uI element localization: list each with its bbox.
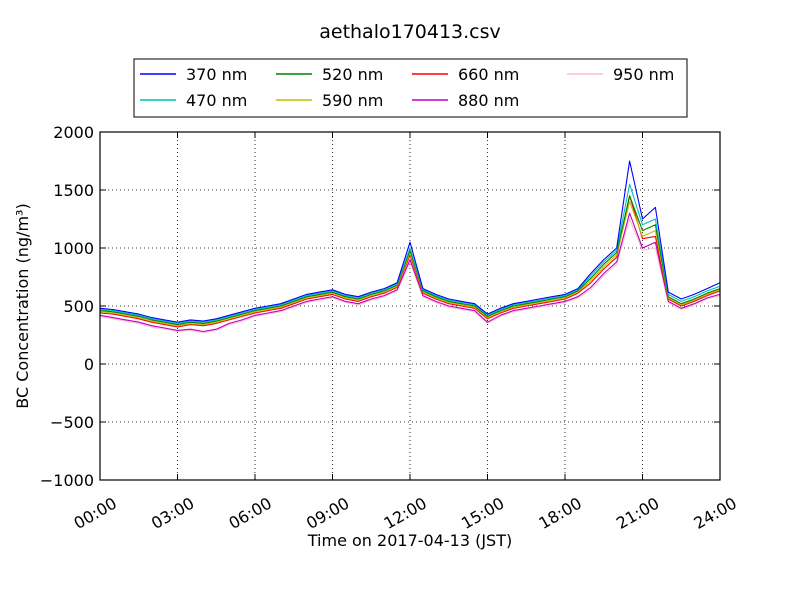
series-line-590-nm xyxy=(99,201,721,327)
series-line-370-nm xyxy=(99,160,721,323)
legend-label: 660 nm xyxy=(458,65,519,84)
legend-label: 880 nm xyxy=(458,91,519,110)
x-tick-label: 06:00 xyxy=(226,493,275,533)
legend-label: 590 nm xyxy=(322,91,383,110)
legend-box xyxy=(133,58,688,118)
legend: 370 nm 470 nm 520 nm 590 nm 660 nm 880 nm 950 … xyxy=(133,58,688,118)
y-tick-label: −1000 xyxy=(40,471,94,490)
x-tick-label: 24:00 xyxy=(691,493,740,533)
x-tick-label: 18:00 xyxy=(536,493,585,533)
series-line-660-nm xyxy=(99,195,721,328)
series-line-470-nm xyxy=(99,183,721,324)
y-tick-label: −500 xyxy=(50,413,94,432)
x-tick-label: 15:00 xyxy=(458,493,507,533)
chart-title: aethalo170413.csv xyxy=(319,21,501,43)
y-axis: 2000 1500 1000 500 0 −500 −1000 xyxy=(40,123,720,490)
y-tick-label: 0 xyxy=(84,355,94,374)
legend-label: 470 nm xyxy=(186,91,247,110)
y-tick-label: 500 xyxy=(63,297,94,316)
x-axis: 00:00 03:00 06:00 09:00 12:00 15:00 18:00 21:00… xyxy=(71,132,740,533)
y-tick-label: 1500 xyxy=(53,181,94,200)
plot-area xyxy=(99,132,721,480)
x-tick-label: 12:00 xyxy=(381,493,430,533)
y-tick-label: 1000 xyxy=(53,239,94,258)
series-line-950-nm xyxy=(99,218,721,334)
x-tick-label: 21:00 xyxy=(613,493,662,533)
series-line-520-nm xyxy=(99,195,721,326)
y-axis-label: BC Concentration (ng/m³) xyxy=(13,203,32,408)
x-tick-label: 09:00 xyxy=(303,493,352,533)
x-axis-label: Time on 2017-04-13 (JST) xyxy=(307,531,512,550)
x-tick-label: 00:00 xyxy=(71,493,120,533)
legend-label: 370 nm xyxy=(186,65,247,84)
x-tick-label: 03:00 xyxy=(148,493,197,533)
y-tick-label: 2000 xyxy=(53,123,94,142)
series-line-880-nm xyxy=(99,212,721,333)
legend-label: 520 nm xyxy=(322,65,383,84)
legend-label: 950 nm xyxy=(613,65,674,84)
